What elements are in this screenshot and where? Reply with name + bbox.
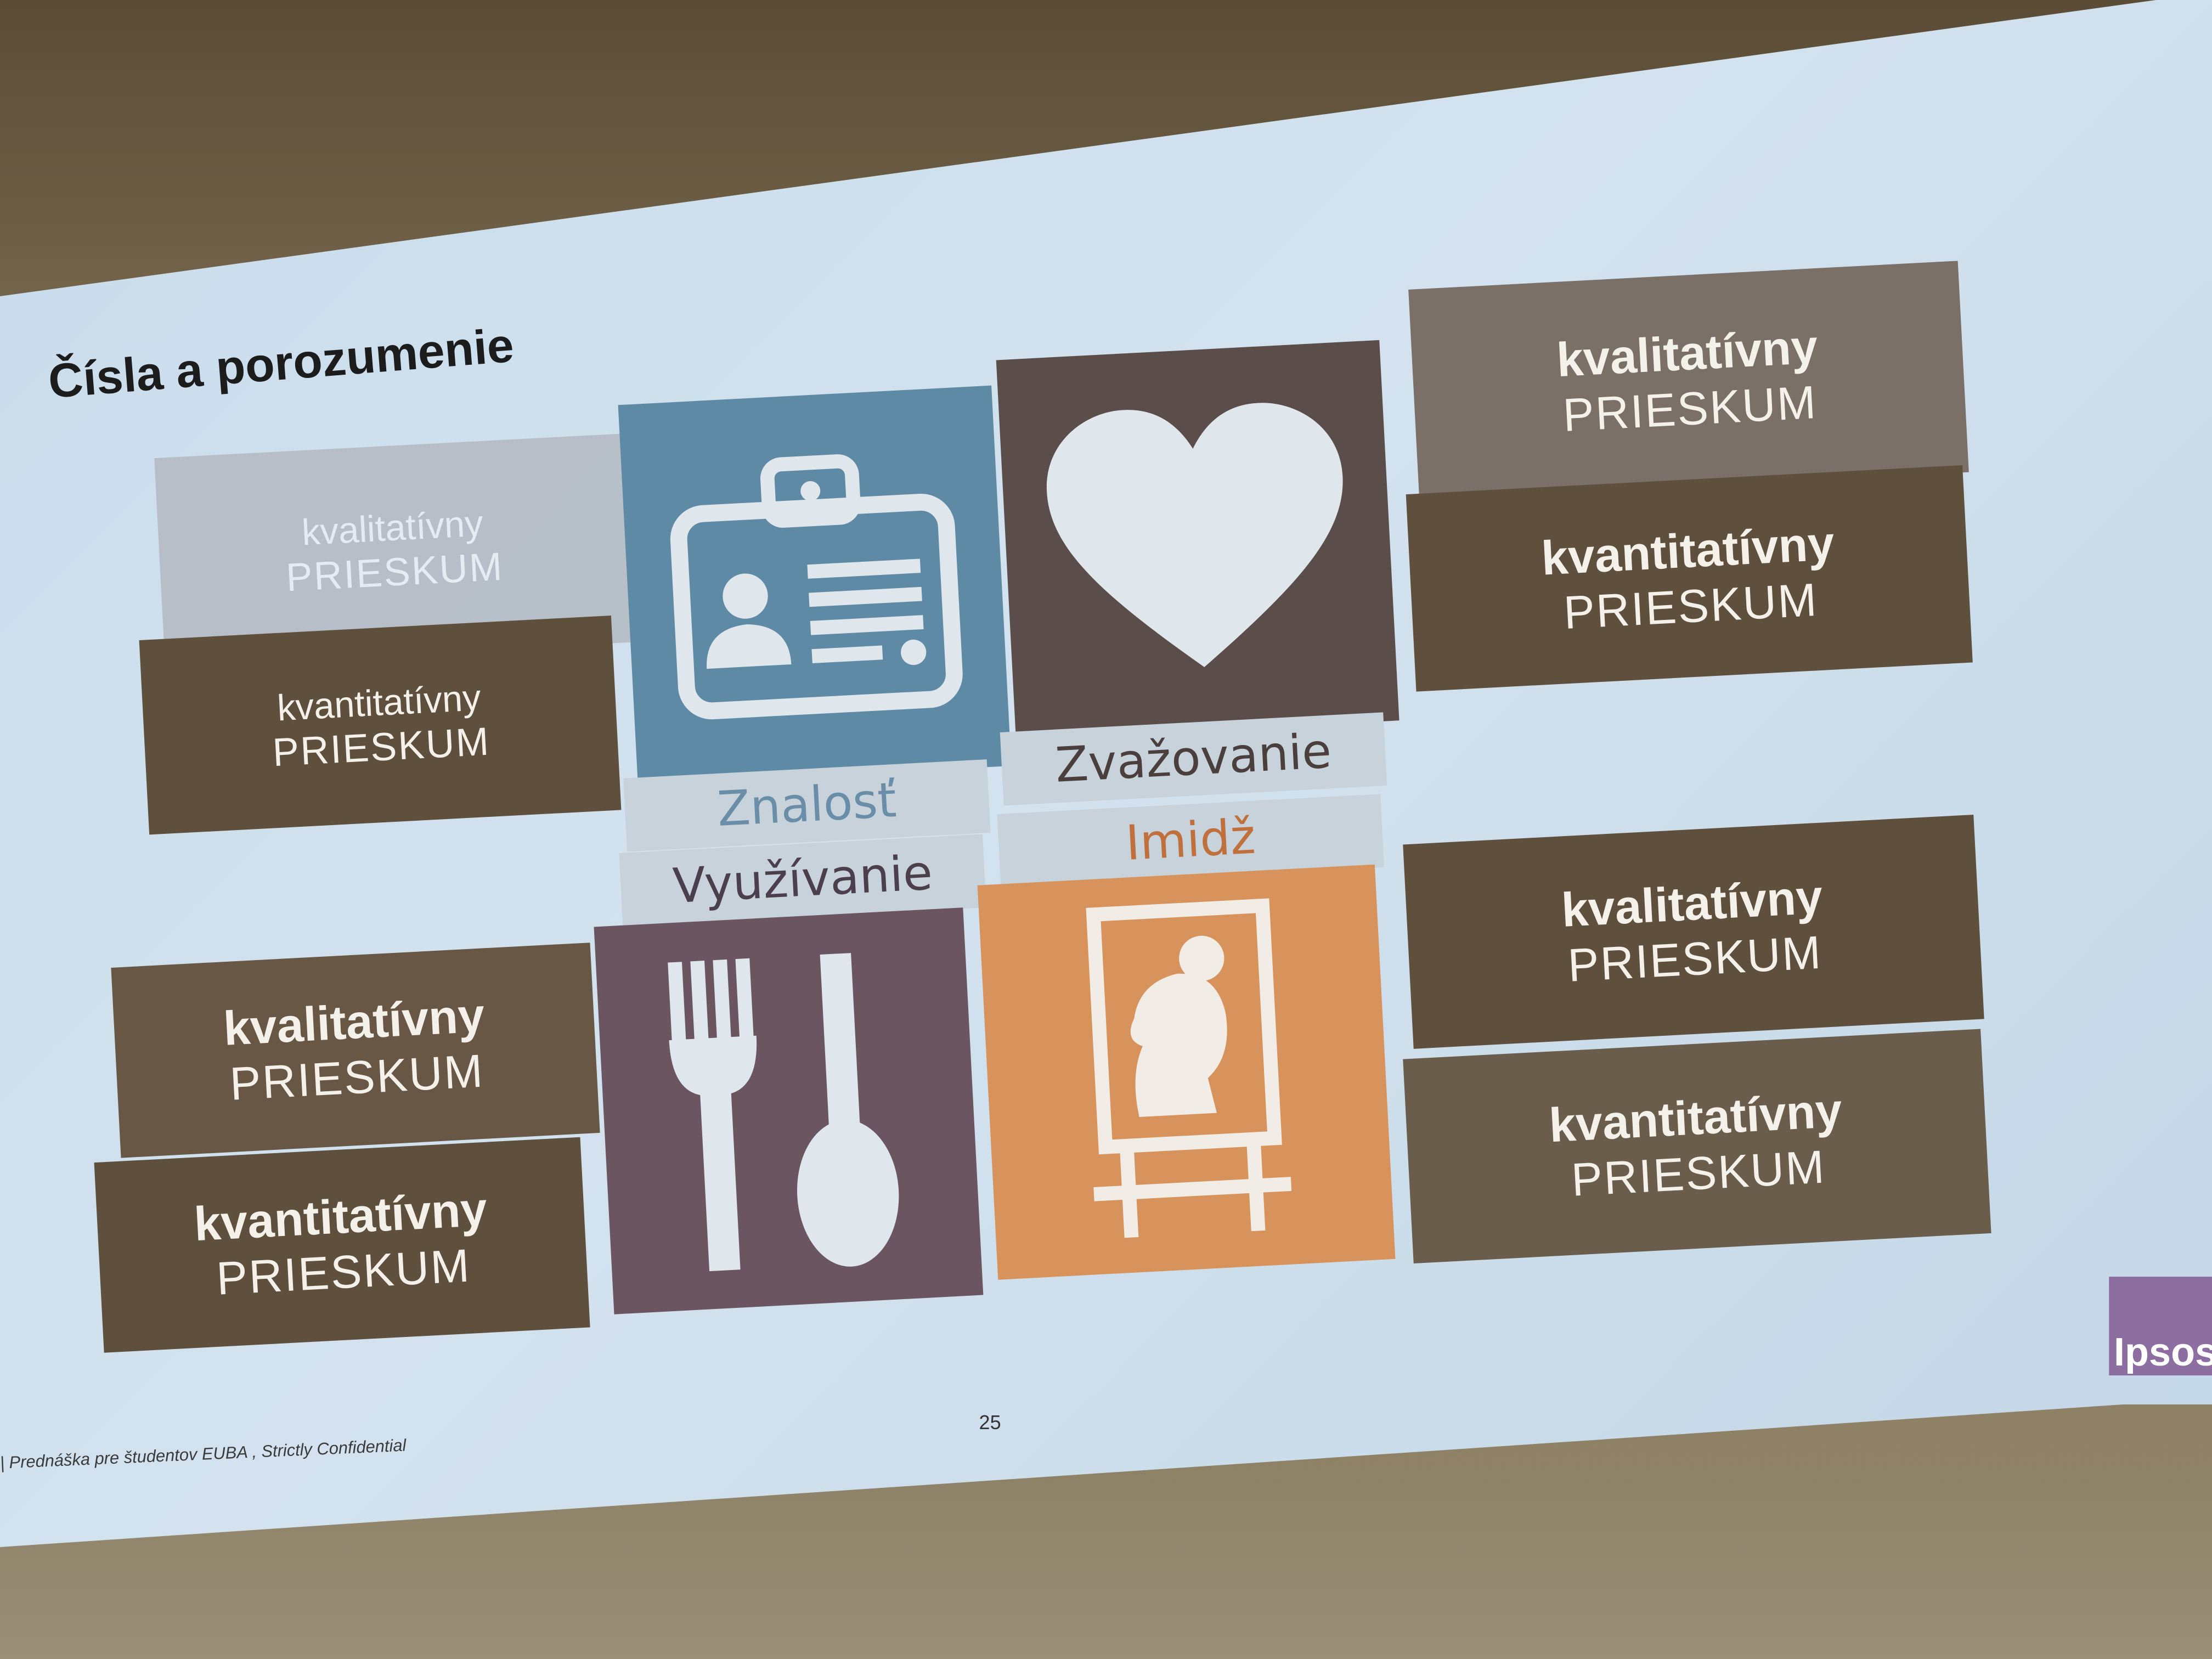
label-text: Využívanie (671, 845, 934, 916)
portrait-easel-icon (1086, 898, 1292, 1238)
research-box-bottom-left-qualitative: kvalitatívny PRIESKUM (111, 943, 600, 1158)
research-box-top-left-quantitative: kvantitatívny PRIESKUM (139, 615, 622, 835)
tile-usage (594, 907, 984, 1314)
id-badge-icon (669, 454, 962, 720)
tile-consideration (996, 340, 1400, 741)
label-text: Zvažovanie (1054, 723, 1333, 794)
page-number: 25 (979, 1410, 1001, 1434)
ipsos-logo: Ipsos (2109, 1277, 2212, 1376)
research-box-bottom-right-qualitative: kvalitatívny PRIESKUM (1403, 814, 1984, 1049)
logo-text: Ipsos (2114, 1330, 2212, 1374)
research-box-top-right-quantitative: kvantitatívny PRIESKUM (1406, 465, 1973, 692)
research-box-bottom-right-quantitative: kvantitatívny PRIESKUM (1403, 1029, 1991, 1264)
slide-footer: | Prednáška pre študentov EUBA , Strictl… (0, 1435, 407, 1473)
slide-title: Čísla a porozumenie (46, 319, 516, 409)
label-text: Znalosť (716, 772, 898, 839)
fork-spoon-icon (668, 952, 899, 1271)
heart-icon (1047, 403, 1343, 667)
label-text: Imidž (1124, 809, 1257, 873)
tile-awareness (618, 385, 1012, 786)
research-box-top-right-qualitative: kvalitatívny PRIESKUM (1408, 261, 1969, 501)
research-box-bottom-left-quantitative: kvantitatívny PRIESKUM (94, 1137, 590, 1353)
tile-image (977, 864, 1396, 1280)
